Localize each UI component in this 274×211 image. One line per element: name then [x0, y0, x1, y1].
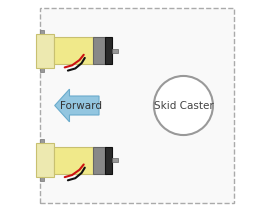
Bar	[112, 158, 118, 162]
Text: Skid Caster: Skid Caster	[153, 100, 213, 111]
Bar	[112, 49, 118, 53]
Bar	[105, 37, 112, 64]
Bar	[40, 30, 44, 72]
Bar	[105, 147, 112, 174]
Circle shape	[154, 76, 213, 135]
Bar	[36, 34, 54, 68]
Bar	[36, 143, 54, 177]
Bar	[40, 139, 44, 181]
Polygon shape	[55, 89, 99, 122]
Bar	[93, 147, 106, 174]
Bar	[54, 37, 94, 64]
Bar	[93, 37, 106, 64]
Text: Forward: Forward	[60, 100, 102, 111]
Bar	[54, 147, 94, 174]
